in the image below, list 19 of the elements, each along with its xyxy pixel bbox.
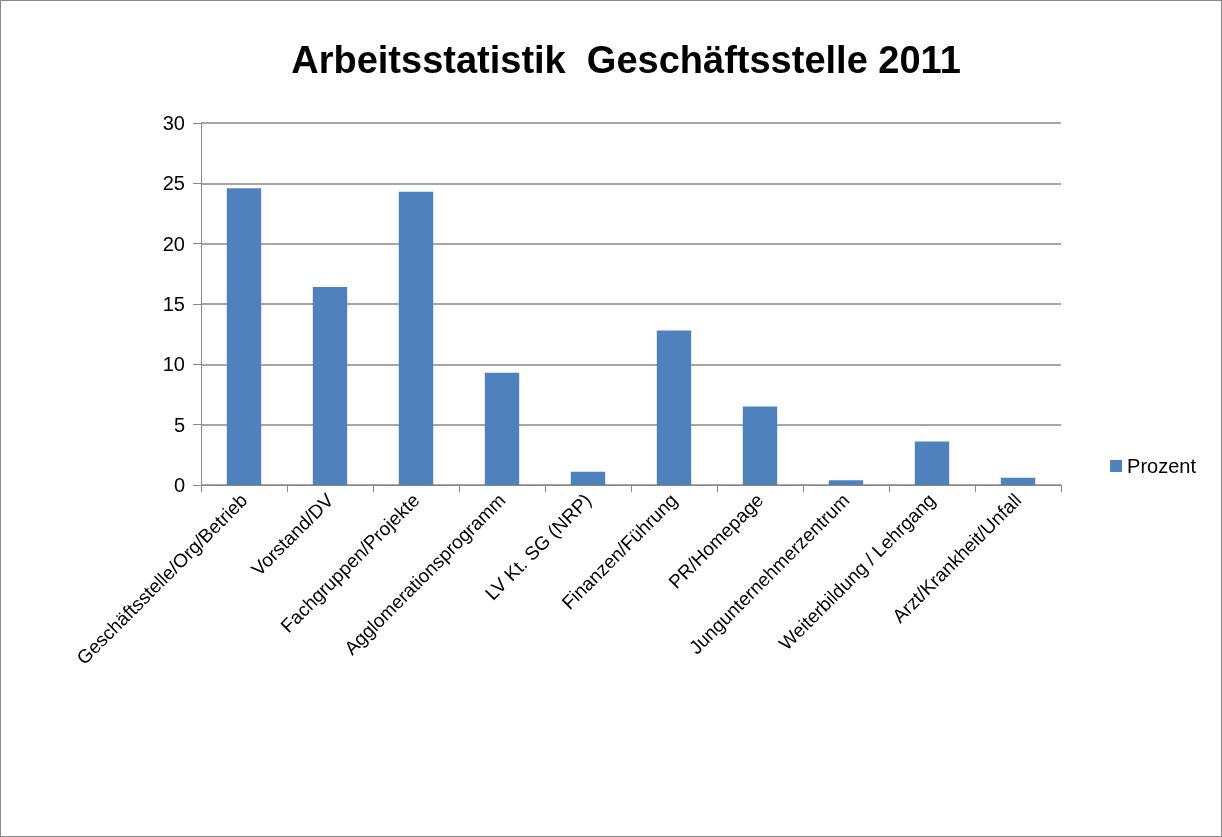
bar — [312, 287, 348, 485]
chart-title: Arbeitsstatistik Geschäftsstelle 2011 — [291, 39, 961, 81]
bar — [570, 471, 606, 485]
bar — [398, 191, 434, 485]
bar — [656, 330, 692, 485]
bar — [914, 441, 950, 485]
bar — [484, 372, 520, 485]
bar — [828, 480, 864, 485]
bar — [742, 406, 778, 485]
y-tick-label: 25 — [162, 172, 185, 195]
legend-label: Prozent — [1127, 455, 1197, 477]
y-tick-label: 30 — [162, 112, 185, 134]
bar — [226, 188, 262, 485]
y-tick-label: 15 — [162, 293, 185, 315]
y-tick-label: 5 — [173, 413, 185, 436]
bar — [1000, 477, 1036, 485]
y-tick-label: 0 — [173, 474, 185, 496]
y-tick-label: 20 — [162, 232, 185, 255]
y-tick-label: 10 — [162, 353, 185, 376]
